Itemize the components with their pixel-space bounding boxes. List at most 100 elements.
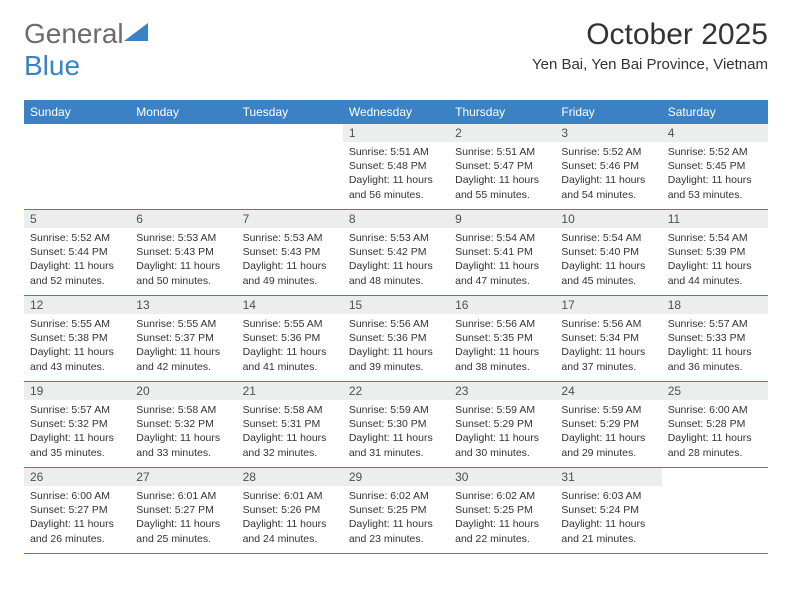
calendar-day-cell: 6Sunrise: 5:53 AMSunset: 5:43 PMDaylight… bbox=[130, 210, 236, 296]
sunset-text: Sunset: 5:28 PM bbox=[668, 417, 762, 431]
day-number: 11 bbox=[662, 210, 768, 228]
title-block: October 2025 Yen Bai, Yen Bai Province, … bbox=[532, 18, 768, 73]
day-number: 23 bbox=[449, 382, 555, 400]
daylight-text: Daylight: 11 hours and 22 minutes. bbox=[455, 517, 549, 545]
daylight-text: Daylight: 11 hours and 39 minutes. bbox=[349, 345, 443, 373]
day-data: Sunrise: 5:55 AMSunset: 5:37 PMDaylight:… bbox=[130, 314, 236, 378]
calendar-day-cell: 31 Sunrise: 6:03 AMSunset: 5:24 PMDayligh… bbox=[555, 468, 661, 554]
sunset-text: Sunset: 5:35 PM bbox=[455, 331, 549, 345]
sunset-text: Sunset: 5:38 PM bbox=[30, 331, 124, 345]
sunrise-text: Sunrise: 5:51 AM bbox=[455, 145, 549, 159]
sunrise-text: Sunrise: 5:54 AM bbox=[455, 231, 549, 245]
day-number bbox=[662, 468, 768, 486]
sunset-text: Sunset: 5:34 PM bbox=[561, 331, 655, 345]
sunset-text: Sunset: 5:33 PM bbox=[668, 331, 762, 345]
sunrise-text: Sunrise: 5:59 AM bbox=[561, 403, 655, 417]
sunset-text: Sunset: 5:40 PM bbox=[561, 245, 655, 259]
daylight-text: Daylight: 11 hours and 49 minutes. bbox=[243, 259, 337, 287]
calendar-day-cell: 23Sunrise: 5:59 AMSunset: 5:29 PMDayligh… bbox=[449, 382, 555, 468]
calendar-day-cell: 1Sunrise: 5:51 AMSunset: 5:48 PMDaylight… bbox=[343, 124, 449, 210]
calendar-day-cell: 25Sunrise: 6:00 AMSunset: 5:28 PMDayligh… bbox=[662, 382, 768, 468]
day-number: 2 bbox=[449, 124, 555, 142]
calendar-day-cell: 14 Sunrise: 5:55 AMSunset: 5:36 PMDayligh… bbox=[237, 296, 343, 382]
sunrise-text: Sunrise: 5:54 AM bbox=[561, 231, 655, 245]
day-number: 30 bbox=[449, 468, 555, 486]
day-number: 12 bbox=[24, 296, 130, 314]
weekday-header: Wednesday bbox=[343, 101, 449, 124]
daylight-text: Daylight: 11 hours and 21 minutes. bbox=[561, 517, 655, 545]
day-data: Sunrise: 5:54 AMSunset: 5:40 PMDaylight:… bbox=[555, 228, 661, 292]
calendar-day-cell: 19Sunrise: 5:57 AMSunset: 5:32 PMDayligh… bbox=[24, 382, 130, 468]
day-data: Sunrise: 5:59 AMSunset: 5:30 PMDaylight:… bbox=[343, 400, 449, 464]
sunrise-text: Sunrise: 5:59 AM bbox=[455, 403, 549, 417]
sunset-text: Sunset: 5:46 PM bbox=[561, 159, 655, 173]
weekday-header: Thursday bbox=[449, 101, 555, 124]
daylight-text: Daylight: 11 hours and 29 minutes. bbox=[561, 431, 655, 459]
sunset-text: Sunset: 5:47 PM bbox=[455, 159, 549, 173]
daylight-text: Daylight: 11 hours and 53 minutes. bbox=[668, 173, 762, 201]
sunrise-text: Sunrise: 6:00 AM bbox=[30, 489, 124, 503]
sunset-text: Sunset: 5:36 PM bbox=[243, 331, 337, 345]
day-number: 20 bbox=[130, 382, 236, 400]
sunset-text: Sunset: 5:25 PM bbox=[455, 503, 549, 517]
calendar-week-row: 26Sunrise: 6:00 AMSunset: 5:27 PMDayligh… bbox=[24, 468, 768, 554]
day-data: Sunrise: 5:58 AMSunset: 5:32 PMDaylight:… bbox=[130, 400, 236, 464]
day-number bbox=[24, 124, 130, 142]
sunset-text: Sunset: 5:42 PM bbox=[349, 245, 443, 259]
sunset-text: Sunset: 5:45 PM bbox=[668, 159, 762, 173]
day-data: Sunrise: 5:53 AMSunset: 5:43 PMDaylight:… bbox=[130, 228, 236, 292]
sunset-text: Sunset: 5:24 PM bbox=[561, 503, 655, 517]
calendar-day-cell: 27Sunrise: 6:01 AMSunset: 5:27 PMDayligh… bbox=[130, 468, 236, 554]
sunrise-text: Sunrise: 5:56 AM bbox=[349, 317, 443, 331]
weekday-header: Monday bbox=[130, 101, 236, 124]
calendar-body: 1 Sunrise: 5:51 AM Sunset: 5:48 PM Daylight… bbox=[24, 124, 768, 554]
sunrise-text: Sunrise: 5:57 AM bbox=[30, 403, 124, 417]
weekday-header-row: Sunday Monday Tuesday Wednesday Thursday… bbox=[24, 101, 768, 124]
day-number: 28 bbox=[237, 468, 343, 486]
sunset-text: Sunset: 5:48 PM bbox=[349, 159, 443, 173]
day-data: Sunrise: 5:56 AMSunset: 5:36 PMDaylight:… bbox=[343, 314, 449, 378]
sunrise-text: Sunrise: 5:52 AM bbox=[561, 145, 655, 159]
sunrise-text: Sunrise: 6:03 AM bbox=[561, 489, 655, 503]
calendar-week-row: 12 Sunrise: 5:55 AM Sunset: 5:38 PM Dayligh… bbox=[24, 296, 768, 382]
day-data: Sunrise: 5:53 AMSunset: 5:42 PMDaylight:… bbox=[343, 228, 449, 292]
sunrise-text: Sunrise: 5:57 AM bbox=[668, 317, 762, 331]
day-data: Sunrise: 5:52 AMSunset: 5:45 PMDaylight:… bbox=[662, 142, 768, 206]
sunrise-text: Sunrise: 5:56 AM bbox=[561, 317, 655, 331]
calendar-day-cell: 17Sunrise: 5:56 AMSunset: 5:34 PMDayligh… bbox=[555, 296, 661, 382]
location-text: Yen Bai, Yen Bai Province, Vietnam bbox=[532, 56, 768, 73]
calendar-day-cell bbox=[130, 124, 236, 210]
sunrise-text: Sunrise: 5:54 AM bbox=[668, 231, 762, 245]
daylight-text: Daylight: 11 hours and 44 minutes. bbox=[668, 259, 762, 287]
sunset-text: Sunset: 5:41 PM bbox=[455, 245, 549, 259]
sunrise-text: Sunrise: 5:55 AM bbox=[243, 317, 337, 331]
brand-part1: General bbox=[24, 18, 124, 49]
sunset-text: Sunset: 5:29 PM bbox=[455, 417, 549, 431]
calendar-day-cell: 18 Sunrise: 5:57 AMSunset: 5:33 PMDayligh… bbox=[662, 296, 768, 382]
day-data: Sunrise: 6:01 AMSunset: 5:26 PMDaylight:… bbox=[237, 486, 343, 550]
daylight-text: Daylight: 11 hours and 37 minutes. bbox=[561, 345, 655, 373]
day-number: 1 bbox=[343, 124, 449, 142]
sunrise-text: Sunrise: 5:53 AM bbox=[349, 231, 443, 245]
daylight-text: Daylight: 11 hours and 54 minutes. bbox=[561, 173, 655, 201]
day-number: 24 bbox=[555, 382, 661, 400]
sunset-text: Sunset: 5:30 PM bbox=[349, 417, 443, 431]
weekday-header: Saturday bbox=[662, 101, 768, 124]
daylight-text: Daylight: 11 hours and 36 minutes. bbox=[668, 345, 762, 373]
daylight-text: Daylight: 11 hours and 45 minutes. bbox=[561, 259, 655, 287]
sunrise-text: Sunrise: 5:56 AM bbox=[455, 317, 549, 331]
calendar-day-cell bbox=[237, 124, 343, 210]
day-number: 18 bbox=[662, 296, 768, 314]
day-data: Sunrise: 6:02 AMSunset: 5:25 PMDaylight:… bbox=[449, 486, 555, 550]
sunrise-text: Sunrise: 5:52 AM bbox=[668, 145, 762, 159]
day-number: 31 bbox=[555, 468, 661, 486]
calendar-day-cell: 10Sunrise: 5:54 AMSunset: 5:40 PMDayligh… bbox=[555, 210, 661, 296]
weekday-header: Friday bbox=[555, 101, 661, 124]
day-number: 14 bbox=[237, 296, 343, 314]
daylight-text: Daylight: 11 hours and 41 minutes. bbox=[243, 345, 337, 373]
day-data: Sunrise: 5:56 AMSunset: 5:35 PMDaylight:… bbox=[449, 314, 555, 378]
calendar-day-cell: 7Sunrise: 5:53 AMSunset: 5:43 PMDaylight… bbox=[237, 210, 343, 296]
calendar-day-cell: 16Sunrise: 5:56 AMSunset: 5:35 PMDayligh… bbox=[449, 296, 555, 382]
sunset-text: Sunset: 5:26 PM bbox=[243, 503, 337, 517]
calendar-table: Sunday Monday Tuesday Wednesday Thursday… bbox=[24, 100, 768, 554]
